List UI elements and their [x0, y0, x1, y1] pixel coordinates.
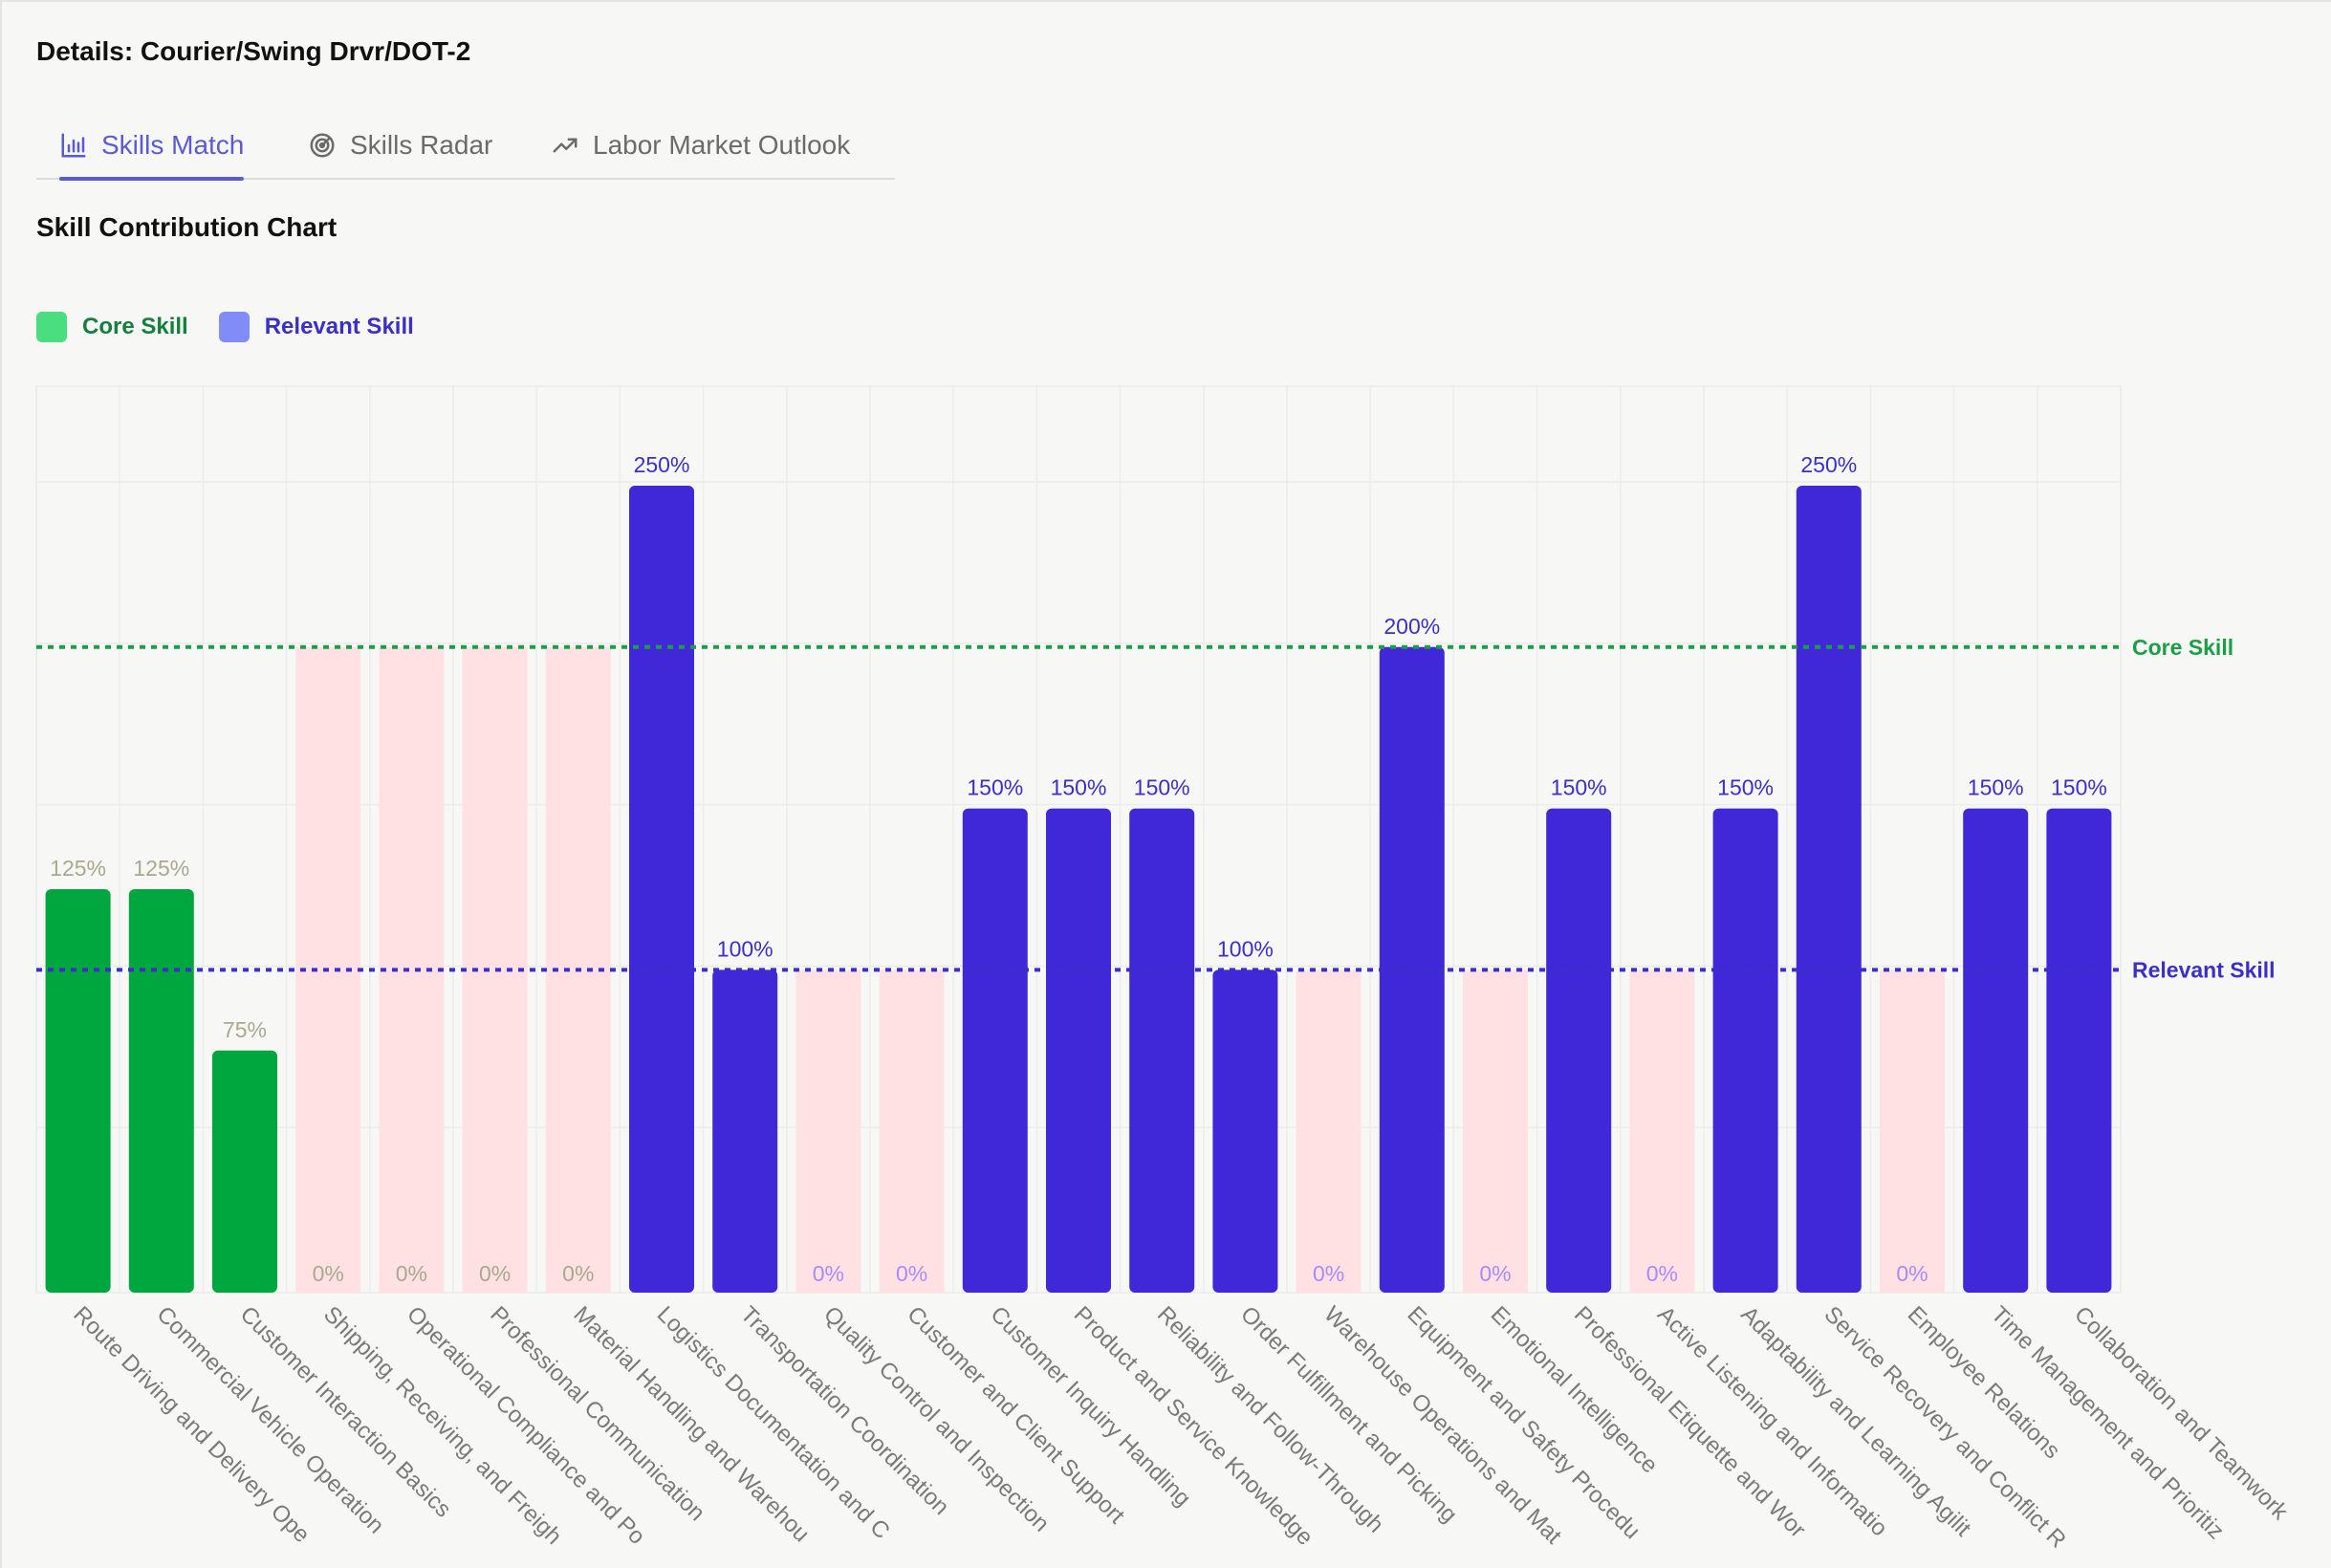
bar [1963, 808, 2029, 1293]
bar-value-label: 0% [1896, 1261, 1928, 1286]
legend-label-relevant: Relevant Skill [264, 314, 414, 339]
radar-icon [310, 133, 335, 158]
bar-value-label: 100% [1217, 936, 1274, 961]
legend-swatch-relevant [218, 312, 250, 342]
bar-value-label: 75% [223, 1017, 267, 1042]
tab-skills-match[interactable]: Skills Match [59, 113, 245, 181]
bar [1129, 808, 1195, 1293]
bar [1796, 486, 1862, 1293]
bar-placeholder [379, 646, 445, 1293]
trending-up-icon [553, 138, 577, 153]
bar-placeholder [795, 969, 861, 1293]
bar-value-label: 100% [717, 936, 773, 961]
bar-chart-icon [61, 133, 86, 158]
bar-placeholder [1296, 969, 1362, 1293]
bar-placeholder [1880, 969, 1945, 1293]
bar [1546, 808, 1612, 1293]
bar-value-label: 150% [1968, 775, 2024, 800]
bar [128, 889, 194, 1293]
category-tick-label: Emotional Intelligence [1486, 1301, 1663, 1478]
tab-skills-radar[interactable]: Skills Radar [308, 113, 492, 178]
bar [962, 808, 1028, 1293]
bar-placeholder [1463, 969, 1528, 1293]
tab-label: Labor Market Outlook [593, 130, 851, 160]
bar-value-label: 0% [479, 1261, 511, 1286]
bar-value-label: 250% [1800, 452, 1857, 477]
bar-placeholder [462, 646, 528, 1293]
bar-value-label: 0% [896, 1261, 927, 1286]
bar [1046, 808, 1111, 1293]
bar-value-label: 0% [1479, 1261, 1511, 1286]
section-title: Skill Contribution Chart [36, 212, 338, 242]
bar-value-label: 150% [1134, 775, 1190, 800]
bar-value-label: 0% [562, 1261, 594, 1286]
bar [1712, 808, 1778, 1293]
bar-value-label: 0% [396, 1261, 427, 1286]
bar [212, 1050, 277, 1293]
bar-value-label: 150% [2051, 775, 2107, 800]
reference-line-label: Relevant Skill [2132, 957, 2276, 982]
category-tick-label: Employee Relations [1903, 1301, 2065, 1464]
bar-value-label: 250% [634, 452, 690, 477]
tab-label: Skills Match [101, 130, 245, 160]
tab-bar: Skills Match Skills Radar Labor Market O… [36, 113, 895, 181]
legend-label-core: Core Skill [82, 314, 188, 339]
bar-value-label: 150% [1051, 775, 1107, 800]
reference-line-label: Core Skill [2132, 635, 2233, 660]
bar-value-label: 0% [313, 1261, 344, 1286]
bar-value-label: 0% [1646, 1261, 1678, 1286]
chart-legend: Core Skill Relevant Skill [36, 312, 445, 342]
bar-value-label: 200% [1383, 614, 1440, 639]
details-title: Details: Courier/Swing Drvr/DOT-2 [36, 36, 471, 66]
bar [629, 486, 694, 1293]
tab-labor-market-outlook[interactable]: Labor Market Outlook [551, 113, 850, 178]
bar [712, 969, 778, 1293]
bar-value-label: 0% [1313, 1261, 1344, 1286]
bar-placeholder [1629, 969, 1695, 1293]
bar-value-label: 150% [967, 775, 1023, 800]
skill-contribution-chart: 125%Route Driving and Delivery Ope125%Co… [35, 385, 2294, 1554]
bar [1379, 646, 1445, 1293]
legend-swatch-core [36, 312, 67, 342]
bar-value-label: 125% [133, 856, 189, 881]
bar-value-label: 125% [50, 856, 106, 881]
bar [45, 889, 111, 1293]
bar [1212, 969, 1278, 1293]
bar-value-label: 0% [813, 1261, 844, 1286]
bar [2046, 808, 2112, 1293]
bar-placeholder [879, 969, 945, 1293]
legend-item-relevant[interactable]: Relevant Skill [218, 312, 414, 342]
bar-value-label: 150% [1717, 775, 1774, 800]
legend-item-core[interactable]: Core Skill [36, 312, 188, 342]
tab-label: Skills Radar [350, 130, 493, 160]
bar-value-label: 150% [1551, 775, 1607, 800]
